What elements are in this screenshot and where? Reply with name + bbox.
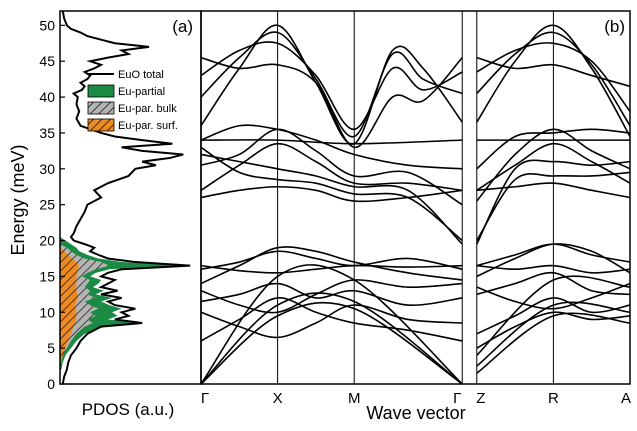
phonon-branch [476,311,631,349]
y-tick-label: 15 [39,268,55,284]
phonon-branch [200,304,463,339]
y-axis-title: Energy (meV) [8,144,28,255]
phonon-branch [476,128,631,170]
y-tick-label: 45 [39,53,55,69]
phonon-branch [476,282,631,310]
phonon-branch [200,31,463,138]
k-point-label: X [273,390,283,407]
phonon-branch [476,24,631,137]
y-tick-label: 50 [39,17,55,33]
phonon-branch [200,142,463,192]
legend-label: Eu-par. surf. [118,120,178,132]
legend: EuO total Eu-partial Eu-par. bulk Eu-par. s… [87,69,178,132]
legend-label: Eu-par. bulk [118,103,177,115]
phonon-branch [200,139,463,145]
phonon-branch [476,264,631,274]
phonon-branch [476,297,631,335]
panel-a-pdos: 0 5 10 15 20 25 30 35 40 45 50 (a) EuO total Eu-par… [8,10,202,419]
phonon-branch [200,301,463,385]
panel-b-frame [200,10,631,385]
panel-a-label: (a) [172,17,193,36]
phonon-branch [476,128,631,202]
phonon-branch [476,56,631,88]
k-point-label: Γ [453,390,461,407]
y-tick-label: 25 [39,197,55,213]
phonon-branch [200,185,463,203]
y-tick-label: 20 [39,233,55,249]
line-euo-total [61,10,191,385]
y-tick-label: 5 [47,340,55,356]
phonon-branch [200,24,463,145]
y-tick-label: 10 [39,304,55,320]
y-tick-label: 0 [47,376,55,392]
phonon-branch [200,246,463,285]
phonon-branch [476,42,631,112]
phonon-branch [476,312,631,374]
phonon-branch [476,275,631,356]
phonon-branch [200,279,463,314]
phonon-branch [200,124,463,170]
y-tick-label: 35 [39,125,55,141]
y-tick-label: 30 [39,161,55,177]
k-point-label: M [348,390,361,407]
phonon-branch [476,243,631,278]
phonon-branch [200,292,463,385]
k-point-label: Z [476,390,485,407]
phonon-branch [200,153,463,245]
legend-swatch [87,84,115,98]
phonon-branch [200,41,463,131]
x-axis-title: Wave vector [366,403,465,423]
panel-a-x-axis-title: PDOS (a.u.) [82,400,175,419]
legend-label: EuO total [118,69,164,81]
y-tick-label: 40 [39,89,55,105]
phonon-branch [476,182,631,199]
phonon-branch [200,250,463,271]
k-point-label: A [621,390,631,407]
legend-swatch [87,118,115,132]
k-point-label: R [548,390,559,407]
panel-b-label: (b) [604,17,625,36]
phonon-branch [200,56,463,149]
phonon-branch [200,264,463,385]
phonon-branch [200,128,463,206]
legend-swatch [87,101,115,115]
phonon-branch [476,142,631,191]
phonon-branch [476,159,631,245]
phonon-branch [200,297,463,342]
phonon-branch [200,264,463,274]
phonon-branch [476,301,631,367]
legend-label: Eu-partial [118,86,165,98]
phonon-branch [476,31,631,127]
k-point-label: Γ [201,390,209,407]
phonon-branch [476,171,631,241]
phonon-branch [200,282,463,306]
